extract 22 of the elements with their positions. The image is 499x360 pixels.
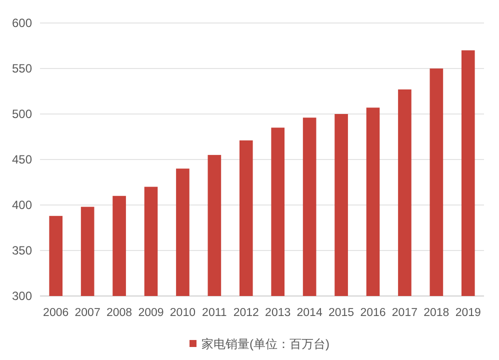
x-tick-label: 2006 [43,307,69,319]
y-tick-label: 350 [12,244,32,258]
y-tick-label: 300 [12,289,32,303]
x-tick-label: 2011 [202,307,227,319]
x-tick-label: 2015 [328,307,354,319]
x-tick-label: 2017 [392,307,418,319]
x-tick-label: 2016 [360,307,386,319]
x-tick-label: 2019 [455,307,481,319]
y-tick-label: 550 [12,62,32,76]
y-tick-label: 450 [12,152,32,166]
y-tick-label: 500 [12,107,32,121]
y-tick-label: 400 [12,198,32,212]
x-tick-label: 2009 [138,307,164,319]
x-tick-label: 2007 [74,307,100,319]
x-tick-label: 2008 [106,307,132,319]
x-tick-label: 2012 [233,307,259,319]
legend-label: 家电销量(单位：百万台) [202,337,330,351]
y-tick-label: 600 [12,16,32,30]
x-tick-label: 2010 [170,307,196,319]
x-tick-label: 2018 [424,307,450,319]
x-tick-label: 2013 [265,307,291,319]
x-tick-label: 2014 [296,307,323,319]
